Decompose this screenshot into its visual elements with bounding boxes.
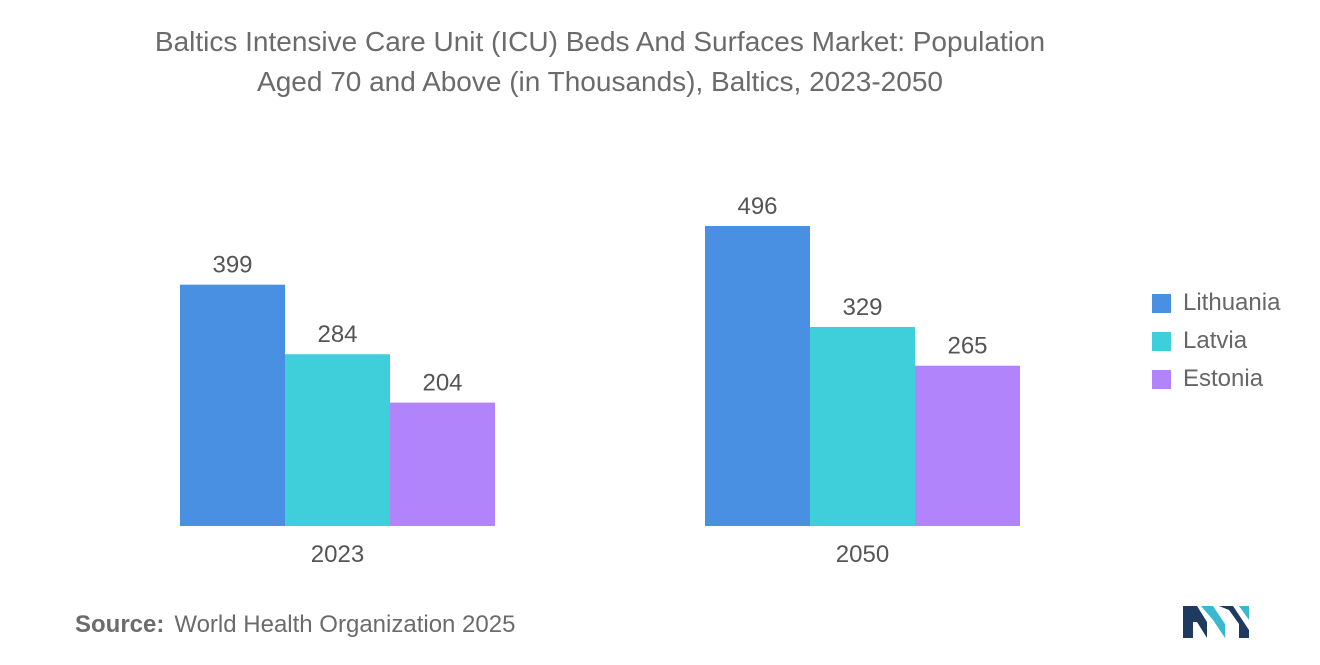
source-label: Source: [75, 611, 165, 638]
data-label-lithuania-2050: 496 [737, 193, 777, 220]
legend-label-latvia: Latvia [1183, 327, 1248, 354]
logo-shape-middle [1201, 606, 1225, 638]
bar-latvia-2050 [810, 327, 915, 526]
bar-estonia-2023 [390, 402, 495, 526]
legend-label-estonia: Estonia [1183, 365, 1264, 392]
legend-swatch-estonia [1152, 369, 1171, 389]
bar-latvia-2023 [285, 354, 390, 526]
legend-item-lithuania: Lithuania [1152, 284, 1280, 322]
data-label-estonia-2050: 265 [947, 333, 987, 360]
data-label-estonia-2023: 204 [422, 370, 462, 397]
chart-title-line-1: Baltics Intensive Care Unit (ICU) Beds A… [154, 26, 1046, 57]
bar-lithuania-2023 [180, 284, 285, 526]
data-label-latvia-2050: 329 [842, 294, 882, 321]
x-tick-label-2050: 2050 [836, 541, 889, 568]
data-label-latvia-2023: 284 [317, 321, 357, 348]
source-text: World Health Organization 2025 [174, 611, 516, 638]
logo-shape-right [1219, 606, 1249, 638]
legend-item-latvia: Latvia [1152, 322, 1280, 360]
bar-estonia-2050 [915, 365, 1020, 526]
legend-item-estonia: Estonia [1152, 360, 1280, 398]
data-label-lithuania-2023: 399 [212, 252, 252, 279]
source-note: Source: World Health Organization 2025 [75, 611, 515, 639]
chart-legend: Lithuania Latvia Estonia [1152, 284, 1280, 398]
bar-lithuania-2050 [705, 226, 810, 526]
chart-title-line-2: Aged 70 and Above (in Thousands), Baltic… [257, 66, 943, 97]
mordor-logo-icon [1183, 606, 1249, 638]
legend-swatch-lithuania [1152, 293, 1171, 313]
x-tick-label-2023: 2023 [311, 541, 364, 568]
chart-title: Baltics Intensive Care Unit (ICU) Beds A… [0, 22, 1200, 102]
logo-shape-left [1183, 606, 1207, 638]
legend-swatch-latvia [1152, 331, 1171, 351]
legend-label-lithuania: Lithuania [1183, 289, 1281, 316]
logo-shape-right-accent [1239, 606, 1249, 620]
